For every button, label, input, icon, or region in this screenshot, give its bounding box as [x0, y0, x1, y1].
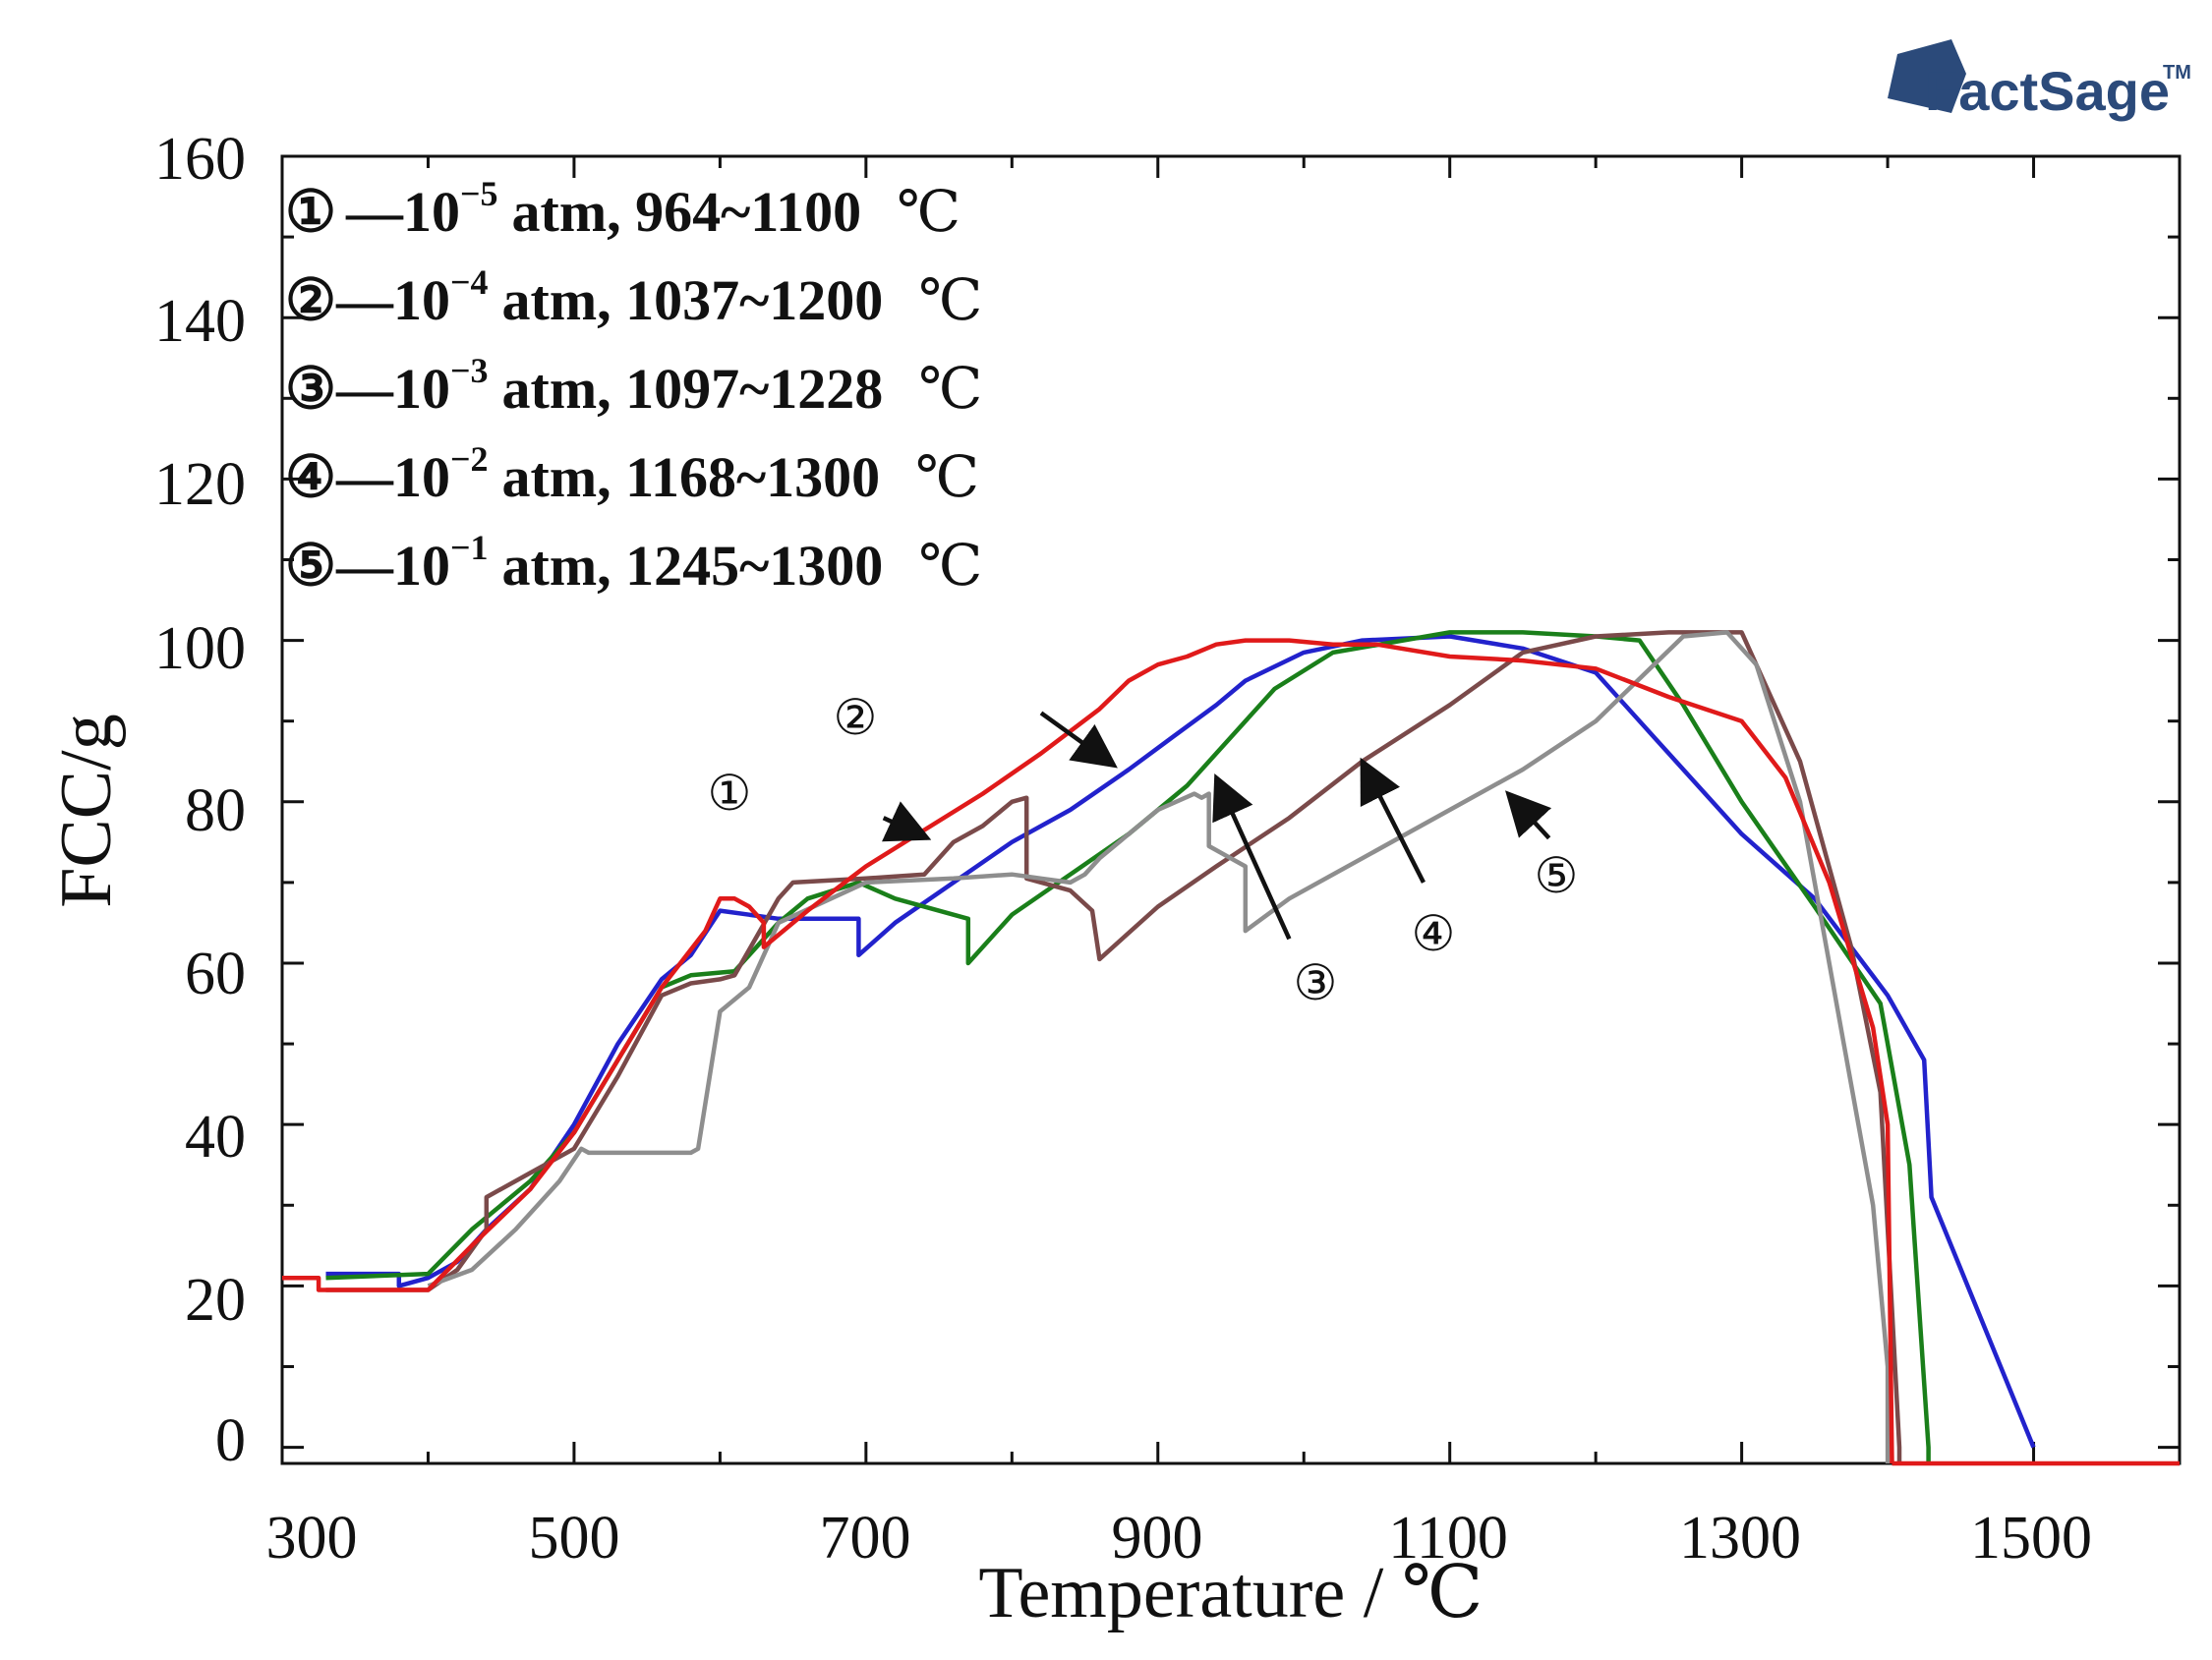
logo-mark-icon: [1888, 39, 1966, 113]
y-tick-label: 60: [185, 941, 246, 1007]
x-tick-label: 900: [1112, 1505, 1203, 1572]
x-tick-label: 500: [529, 1505, 620, 1572]
legend-entry-1: ① —10−5 atm, 964~1100 ℃: [285, 174, 960, 244]
x-tick-label: 300: [266, 1505, 358, 1572]
callout-arrow: [1505, 790, 1552, 840]
x-tick-label: 700: [820, 1505, 911, 1572]
legend-entry-5: ⑤—10−1 atm, 1245~1300 ℃: [285, 528, 982, 598]
callout-layer: ① ② ③ ④ ⑤: [708, 689, 1579, 1011]
y-tick-label: 20: [185, 1267, 246, 1334]
x-tick-label: 1300: [1679, 1505, 1801, 1572]
y-tick-label: 160: [154, 126, 246, 193]
y-tick-label: 80: [185, 777, 246, 844]
plot-frame: [280, 154, 2182, 1465]
y-axis-title: FCC/g: [46, 714, 127, 907]
callout-arrow: [1360, 757, 1426, 884]
y-tick-label: 100: [154, 615, 246, 682]
plot-area: ① ② ③ ④ ⑤: [280, 154, 2182, 1466]
series-line-5: [282, 638, 1894, 1463]
callout-label: ①: [708, 765, 752, 822]
factsage-logo: FactSage TM: [1888, 39, 2191, 122]
series-layer: [282, 630, 2180, 1466]
legend-entry-4: ④—10−2 atm, 1168~1300 ℃: [285, 439, 979, 509]
x-axis-title: Temperature / ℃: [978, 1553, 1483, 1633]
logo-tm: TM: [2163, 62, 2191, 84]
y-tick-label: 120: [154, 451, 246, 518]
legend: ① —10−5 atm, 964~1100 ℃ ②—10−4 atm, 1037~120…: [285, 174, 982, 598]
y-tick-labels: 0 20 40 60 80 100 120 140 160: [154, 126, 246, 1474]
series-line-3: [325, 630, 1902, 1463]
callout-label: ④: [1412, 905, 1456, 962]
x-tick-label: 1100: [1388, 1505, 1508, 1572]
y-tick-label: 140: [154, 288, 246, 355]
callout-label: ②: [834, 689, 878, 746]
series-line-4: [427, 630, 1891, 1463]
legend-entry-2: ②—10−4 atm, 1037~1200 ℃: [285, 262, 982, 332]
logo-brand: FactSage: [1925, 60, 2170, 122]
y-tick-label: 0: [215, 1407, 246, 1474]
callout-label: ③: [1294, 954, 1338, 1011]
legend-entry-3: ③—10−3 atm, 1097~1228 ℃: [285, 351, 982, 421]
callout-arrow: [1039, 711, 1118, 769]
callout-label: ⑤: [1535, 847, 1579, 904]
y-tick-label: 40: [185, 1104, 246, 1171]
x-tick-label: 1500: [1970, 1505, 2092, 1572]
x-tick-labels: 300 500 700 900 1100 1300 1500: [266, 1505, 2093, 1572]
callout-arrow: [882, 801, 932, 842]
axis-ticks: [280, 154, 2182, 1463]
callout-arrow: [1212, 773, 1292, 941]
